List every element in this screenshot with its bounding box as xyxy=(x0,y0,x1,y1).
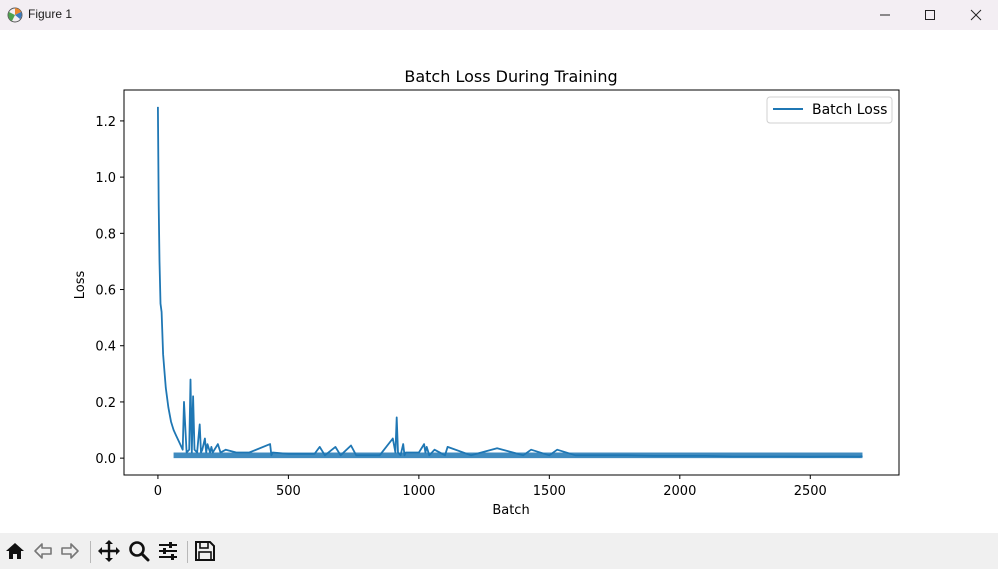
series-layer xyxy=(157,106,863,459)
y-tick-label: 0.4 xyxy=(95,340,116,355)
x-tick-label: 2000 xyxy=(663,484,696,499)
floppy-disk-icon xyxy=(195,541,215,561)
figure-canvas[interactable]: Batch Loss During Training 0 500 1000 1500 2… xyxy=(0,30,998,529)
save-button[interactable] xyxy=(192,538,218,564)
home-icon xyxy=(6,543,24,559)
toolbar-separator xyxy=(90,541,91,563)
y-tick-label: 0.6 xyxy=(95,284,116,299)
chart-title: Batch Loss During Training xyxy=(404,67,617,86)
navigation-toolbar xyxy=(0,533,998,569)
sliders-icon xyxy=(159,542,177,560)
y-tick-label: 0.2 xyxy=(95,396,116,411)
arrow-left-icon xyxy=(34,543,52,559)
arrow-right-icon xyxy=(61,543,79,559)
y-axis-label: Loss xyxy=(73,271,88,300)
zoom-button[interactable] xyxy=(126,538,152,564)
loss-chart: Batch Loss During Training 0 500 1000 1500 2… xyxy=(73,67,900,518)
y-tick-label: 0.0 xyxy=(95,452,116,467)
series-noise-band xyxy=(173,452,863,459)
y-axis-ticks: 0.0 0.2 0.4 0.6 0.8 1.0 1.2 xyxy=(95,115,124,467)
window-title: Figure 1 xyxy=(28,7,73,21)
x-tick-label: 2500 xyxy=(794,484,827,499)
magnifier-icon xyxy=(129,541,150,562)
move-icon xyxy=(98,540,120,562)
window-titlebar: Figure 1 xyxy=(0,0,998,30)
legend-box xyxy=(766,96,893,124)
x-tick-label: 0 xyxy=(154,484,162,499)
maximize-icon xyxy=(925,10,935,20)
x-tick-label: 500 xyxy=(276,484,301,499)
toolbar-separator xyxy=(187,541,188,563)
y-tick-label: 1.0 xyxy=(95,171,116,186)
y-tick-label: 1.2 xyxy=(95,115,116,130)
minimize-button[interactable] xyxy=(862,0,908,30)
legend: Batch Loss xyxy=(766,96,893,124)
x-axis-ticks: 0 500 1000 1500 2000 2500 xyxy=(154,475,827,499)
home-button[interactable] xyxy=(2,538,28,564)
pan-button[interactable] xyxy=(96,538,122,564)
close-button[interactable] xyxy=(953,0,998,30)
maximize-button[interactable] xyxy=(907,0,953,30)
y-tick-label: 0.8 xyxy=(95,227,116,242)
configure-subplots-button[interactable] xyxy=(155,538,181,564)
legend-label: Batch Loss xyxy=(812,102,887,118)
axes-frame xyxy=(123,89,900,476)
matplotlib-app-icon xyxy=(6,6,24,24)
forward-button[interactable] xyxy=(57,538,83,564)
axes-border xyxy=(123,89,900,476)
x-tick-label: 1000 xyxy=(402,484,435,499)
x-axis-label: Batch xyxy=(492,503,529,518)
close-icon xyxy=(970,9,982,21)
minimize-icon xyxy=(880,14,890,16)
back-button[interactable] xyxy=(30,538,56,564)
x-tick-label: 1500 xyxy=(533,484,566,499)
series-line-batch-loss xyxy=(157,106,863,458)
